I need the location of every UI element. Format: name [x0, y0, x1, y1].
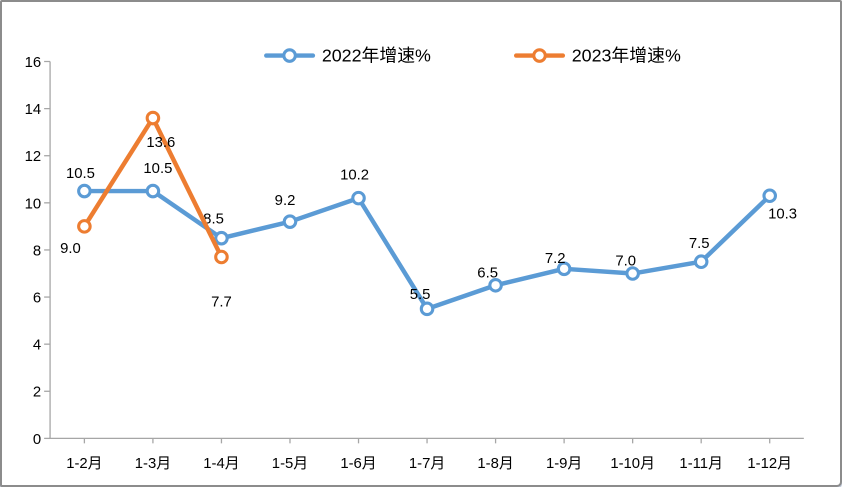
- y-tick-label: 12: [25, 149, 42, 165]
- legend-marker-circle: [282, 48, 297, 63]
- data-point-marker[interactable]: [488, 277, 503, 293]
- data-point-marker[interactable]: [145, 183, 161, 199]
- y-tick-label: 10: [25, 196, 42, 212]
- y-tick-label: 14: [25, 102, 42, 118]
- legend-marker-circle: [532, 48, 547, 63]
- data-label: 6.5: [477, 265, 498, 281]
- data-label: 9.2: [275, 193, 296, 209]
- data-point-marker[interactable]: [625, 266, 640, 281]
- y-tick-label: 0: [33, 432, 41, 448]
- legend-item-0[interactable]: 2022年增速%: [264, 46, 431, 66]
- data-label: 8.5: [203, 211, 224, 227]
- x-tick-label: 1-5月: [272, 456, 308, 472]
- x-tick-label: 1-6月: [340, 456, 376, 472]
- x-tick-label: 1-8月: [477, 456, 513, 472]
- y-tick-label: 2: [33, 385, 41, 401]
- data-point-marker[interactable]: [77, 219, 92, 234]
- data-point-marker[interactable]: [214, 249, 229, 265]
- data-point-marker[interactable]: [693, 254, 709, 270]
- data-label: 10.5: [143, 161, 172, 177]
- x-tick-label: 1-4月: [203, 456, 239, 472]
- data-point-marker[interactable]: [214, 230, 229, 246]
- x-tick-label: 1-9月: [546, 456, 582, 472]
- x-tick-label: 1-7月: [409, 456, 445, 472]
- data-label: 5.5: [410, 287, 431, 303]
- data-label: 9.0: [60, 241, 81, 257]
- data-label: 7.7: [211, 295, 232, 311]
- y-tick-label: 6: [33, 291, 41, 307]
- legend-item-1[interactable]: 2023年增速%: [513, 46, 681, 66]
- data-point-marker[interactable]: [556, 261, 572, 277]
- data-point-marker[interactable]: [351, 190, 366, 206]
- data-label: 7.0: [615, 254, 636, 270]
- x-tick-label: 1-3月: [135, 456, 171, 472]
- data-point-marker[interactable]: [282, 214, 298, 229]
- x-tick-label: 1-12月: [747, 456, 792, 472]
- data-label: 10.5: [66, 166, 95, 182]
- x-tick-label: 1-11月: [679, 456, 723, 472]
- x-tick-label: 1-10月: [610, 456, 655, 472]
- data-point-marker[interactable]: [145, 110, 161, 126]
- data-point-marker[interactable]: [419, 301, 435, 317]
- data-label: 7.5: [689, 236, 710, 252]
- legend-label: 2022年增速%: [322, 46, 431, 66]
- y-tick-label: 8: [33, 243, 41, 259]
- x-tick-label: 1-2月: [66, 456, 102, 472]
- data-label: 7.2: [545, 251, 566, 267]
- data-point-marker[interactable]: [762, 188, 778, 204]
- y-tick-label: 4: [33, 338, 41, 354]
- data-point-marker[interactable]: [77, 183, 92, 199]
- legend-label: 2023年增速%: [572, 46, 681, 66]
- data-label: 10.2: [340, 167, 369, 183]
- y-tick-label: 16: [25, 55, 42, 71]
- data-label: 10.3: [768, 207, 797, 223]
- data-label: 13.6: [146, 135, 175, 151]
